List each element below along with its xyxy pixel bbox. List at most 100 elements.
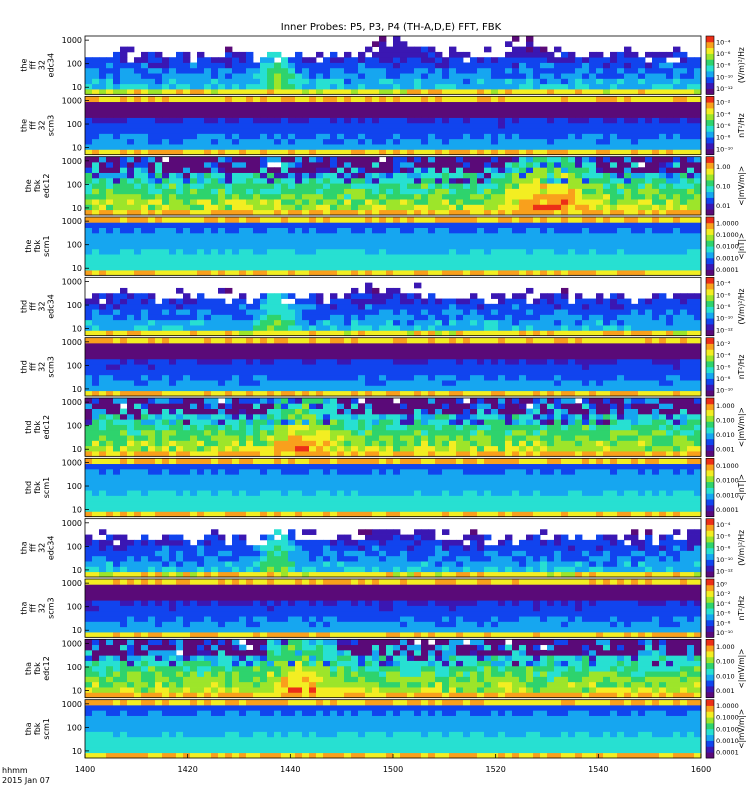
heat-cell [358, 122, 366, 129]
heat-cell [176, 222, 184, 228]
heat-cell [379, 51, 387, 58]
heat-cell [232, 337, 240, 344]
heat-cell [183, 385, 191, 392]
heat-cell [260, 348, 268, 354]
heat-cell [638, 248, 646, 255]
heat-cell [505, 209, 513, 216]
heat-cell [505, 112, 513, 118]
heat-cell [526, 144, 534, 150]
heat-cell [274, 227, 282, 234]
heat-cell [316, 243, 324, 250]
heat-cell [169, 161, 177, 168]
heat-cell [358, 167, 366, 173]
heat-cell [183, 293, 191, 299]
heat-cell [309, 248, 317, 255]
heat-cell [120, 319, 128, 326]
heat-cell [680, 309, 688, 315]
heat-cell [519, 188, 527, 195]
heat-cell [659, 183, 667, 189]
heat-cell [309, 161, 317, 168]
heat-cell [134, 144, 142, 150]
heat-cell [211, 330, 219, 337]
heat-cell [694, 227, 702, 234]
colorbar-segment [706, 262, 714, 265]
heat-cell [456, 117, 464, 124]
heat-cell [519, 177, 527, 184]
colorbar-segment [706, 310, 714, 313]
heat-cell [113, 144, 121, 150]
heat-cell [274, 222, 282, 228]
heat-cell [596, 254, 604, 260]
heat-cell [162, 183, 170, 189]
heat-cell [519, 96, 527, 103]
heat-cell [393, 303, 401, 310]
heat-cell [561, 73, 569, 79]
heat-cell [435, 73, 443, 79]
heat-cell [253, 364, 261, 370]
heat-cell [645, 183, 653, 189]
heat-cell [239, 156, 247, 163]
heat-cell [561, 144, 569, 150]
heat-cell [162, 73, 170, 79]
heat-cell [673, 51, 681, 58]
colorbar-segment [706, 257, 714, 260]
heat-cell [281, 254, 289, 260]
heat-cell [407, 144, 415, 150]
heat-cell [393, 287, 401, 294]
heat-cell [442, 83, 450, 90]
heat-cell [253, 106, 261, 113]
heat-cell [498, 57, 506, 63]
heat-cell [400, 46, 408, 53]
heat-cell [309, 390, 317, 397]
heat-cell [281, 106, 289, 113]
heat-cell [295, 248, 303, 255]
heat-cell [533, 270, 541, 276]
heat-cell [526, 204, 534, 211]
colorbar-segment [706, 52, 714, 54]
heat-cell [323, 248, 331, 255]
heat-cell [694, 183, 702, 189]
heat-cell [526, 254, 534, 260]
heat-cell [155, 144, 163, 150]
heat-cell [218, 73, 226, 79]
heat-cell [85, 122, 93, 129]
heat-cell [148, 248, 156, 255]
heat-cell [652, 193, 660, 200]
heat-cell [526, 309, 534, 315]
colorbar-tick-label: 10⁻⁸ [716, 303, 731, 311]
heat-cell [260, 342, 268, 349]
heat-cell [673, 149, 681, 156]
heat-cell [134, 298, 142, 305]
heat-cell [554, 238, 562, 244]
heat-cell [141, 156, 149, 163]
heat-cell [694, 96, 702, 103]
heat-cell [288, 232, 296, 239]
heat-cell [505, 204, 513, 211]
heat-cell [246, 369, 254, 376]
heat-cell [540, 209, 548, 216]
heat-cell [407, 227, 415, 234]
colorbar-segment [706, 240, 714, 243]
colorbar-tick-label: 0.10 [716, 182, 730, 190]
heat-cell [687, 156, 695, 163]
heat-cell [316, 380, 324, 386]
heat-cell [85, 133, 93, 140]
colorbar-segment [706, 325, 714, 328]
heat-cell [330, 101, 338, 108]
heat-cell [176, 232, 184, 239]
heat-cell [519, 46, 527, 53]
heat-cell [190, 348, 198, 354]
heat-cell [624, 96, 632, 103]
heat-cell [582, 144, 590, 150]
heat-cell [512, 149, 520, 156]
heat-cell [218, 369, 226, 376]
heat-cell [540, 264, 548, 271]
heat-cell [113, 161, 121, 168]
heat-cell [498, 232, 506, 239]
colorbar-segment [706, 171, 714, 174]
heat-cell [260, 89, 268, 95]
heat-cell [428, 117, 436, 124]
heat-cell [624, 188, 632, 195]
heat-cell [239, 112, 247, 118]
heat-cell [498, 319, 506, 326]
